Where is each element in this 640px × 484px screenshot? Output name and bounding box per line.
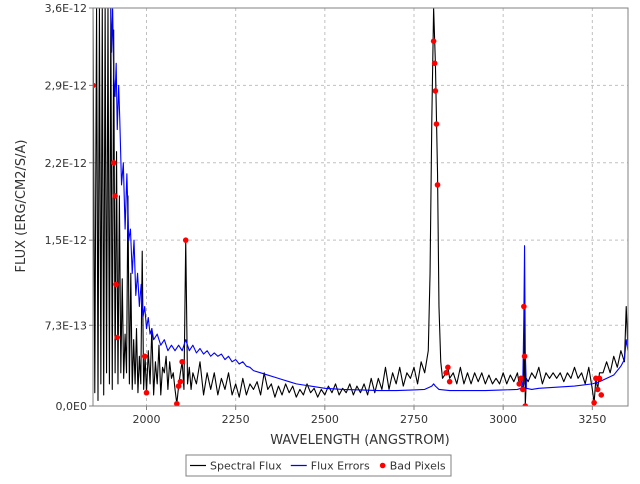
legend: Spectral Flux Flux Errors Bad Pixels: [185, 454, 452, 477]
bad-pixel-point: [594, 386, 601, 393]
bad-pixel-point: [177, 378, 184, 385]
x-tick-label: 2500: [311, 413, 339, 426]
bad-pixel-point: [598, 392, 605, 398]
bad-pixel-point: [446, 378, 453, 385]
y-tick-label: 2,9E-12: [45, 79, 87, 92]
y-tick-label: 0,0E0: [56, 400, 87, 413]
bad-pixel-point: [182, 237, 189, 243]
x-tick-label: 2000: [133, 413, 161, 426]
legend-flux-errors-label: Flux Errors: [311, 460, 370, 473]
y-tick-label: 1,5E-12: [45, 234, 87, 247]
x-tick-label: 2250: [222, 413, 250, 426]
flux-errors-line: [110, 8, 628, 392]
plot-frame: [92, 7, 629, 407]
y-axis-label: FLUX (ERG/CM2/S/A): [14, 140, 29, 273]
bad-pixel-point: [179, 358, 185, 365]
bad-pixel-point: [521, 303, 527, 310]
bad-pixel-point: [112, 193, 118, 199]
bad-pixel-point: [114, 334, 121, 341]
series-group: [93, 8, 628, 406]
bad-pixel-point: [516, 381, 523, 387]
bad-pixel-point: [93, 82, 96, 89]
legend-bad-pixels-label: Bad Pixels: [390, 460, 446, 473]
bad-pixel-point: [519, 386, 526, 393]
y-tick-label: 3,6E-12: [45, 2, 87, 15]
legend-spectral-flux-label: Spectral Flux: [210, 460, 282, 473]
bad-pixel-point: [434, 182, 441, 188]
x-axis-label: WAVELENGTH (ANGSTROM): [270, 433, 449, 448]
x-tick-label: 3000: [489, 413, 517, 426]
x-tick-label: 2750: [400, 413, 428, 426]
spectral-flux-line: [93, 8, 628, 406]
bad-pixel-point: [432, 88, 439, 94]
bad-pixel-point: [110, 159, 117, 166]
plot-area: 2000 2250 2500 2750 3000 3250 0,0E0 7,3E-13 1,5E…: [45, 2, 629, 426]
bad-pixel-point: [431, 60, 438, 67]
bad-pixel-point: [174, 400, 180, 406]
bad-pixel-point: [433, 121, 440, 127]
y-tick-label: 7,3E-13: [45, 319, 87, 332]
legend-bad-pixels-swatch: [379, 462, 386, 469]
bad-pixel-point: [445, 364, 451, 371]
grid-lines: [93, 7, 628, 406]
y-tick-label: 2,2E-12: [45, 157, 87, 170]
bad-pixel-point: [141, 353, 148, 360]
bad-pixel-point: [113, 281, 119, 288]
bad-pixel-point: [518, 375, 524, 382]
bad-pixel-point: [591, 399, 597, 406]
bad-pixel-point: [430, 38, 437, 44]
bad-pixel-point: [175, 383, 182, 389]
bad-pixel-point: [143, 389, 150, 396]
legend-box: [185, 454, 452, 477]
bad-pixel-point: [596, 375, 603, 382]
x-tick-label: 3250: [578, 413, 606, 426]
bad-pixel-point: [521, 353, 528, 360]
bad-pixel-point: [443, 370, 449, 376]
bad-pixel-point: [522, 403, 529, 406]
